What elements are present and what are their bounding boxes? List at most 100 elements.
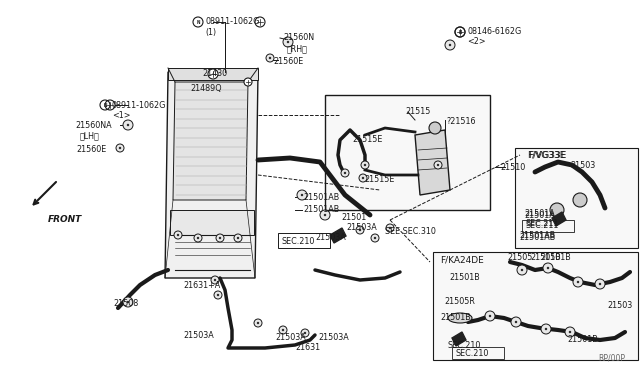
Circle shape — [211, 276, 219, 284]
Text: 21503A: 21503A — [318, 333, 349, 341]
Circle shape — [515, 321, 517, 323]
Circle shape — [485, 311, 495, 321]
Text: <2>: <2> — [467, 38, 486, 46]
Circle shape — [197, 237, 199, 239]
Polygon shape — [165, 72, 258, 278]
Polygon shape — [170, 210, 254, 235]
Text: SEC.210: SEC.210 — [282, 237, 316, 247]
Circle shape — [371, 234, 379, 242]
Circle shape — [434, 161, 442, 169]
Circle shape — [216, 234, 224, 242]
Text: 21501B: 21501B — [530, 253, 561, 263]
Circle shape — [445, 40, 455, 50]
Circle shape — [255, 17, 265, 27]
Text: 21508: 21508 — [113, 298, 138, 308]
Text: 21503A: 21503A — [275, 333, 306, 341]
Text: SEE SEC.310: SEE SEC.310 — [385, 228, 436, 237]
Text: F/VG33E: F/VG33E — [527, 151, 565, 160]
Circle shape — [283, 37, 293, 47]
Circle shape — [573, 193, 587, 207]
Text: 21503: 21503 — [570, 160, 595, 170]
Circle shape — [356, 226, 364, 234]
Circle shape — [573, 277, 583, 287]
Circle shape — [301, 194, 303, 196]
Circle shape — [437, 164, 439, 166]
Bar — [278, 233, 330, 248]
Circle shape — [374, 237, 376, 239]
Circle shape — [324, 214, 326, 216]
Text: SEC.211: SEC.211 — [526, 221, 559, 231]
Text: (1): (1) — [205, 28, 216, 36]
Circle shape — [234, 234, 242, 242]
Text: 21631+A: 21631+A — [183, 280, 220, 289]
Circle shape — [511, 317, 521, 327]
Text: SEC.211: SEC.211 — [526, 218, 559, 228]
Circle shape — [254, 319, 262, 327]
Circle shape — [304, 332, 306, 334]
Circle shape — [344, 172, 346, 174]
Circle shape — [174, 231, 182, 239]
Circle shape — [543, 263, 553, 273]
Circle shape — [569, 331, 571, 333]
Circle shape — [389, 227, 391, 229]
Circle shape — [550, 203, 564, 217]
Circle shape — [266, 54, 274, 62]
Bar — [452, 347, 504, 359]
Text: N: N — [196, 20, 200, 25]
Text: <1>: <1> — [112, 110, 131, 119]
Circle shape — [386, 224, 394, 232]
Text: 21501B: 21501B — [540, 253, 571, 263]
Circle shape — [449, 44, 451, 46]
Circle shape — [565, 327, 575, 337]
Text: 21501AB: 21501AB — [519, 231, 556, 240]
Circle shape — [237, 237, 239, 239]
Text: 21503A: 21503A — [315, 234, 346, 243]
Circle shape — [545, 328, 547, 330]
Circle shape — [123, 297, 133, 307]
Text: 21503: 21503 — [607, 301, 632, 310]
Polygon shape — [452, 332, 466, 346]
Circle shape — [116, 144, 124, 152]
Text: RP/00P: RP/00P — [598, 353, 625, 362]
Text: 21501A: 21501A — [524, 211, 555, 219]
Circle shape — [362, 177, 364, 179]
Circle shape — [287, 41, 289, 43]
Circle shape — [105, 100, 115, 110]
Circle shape — [119, 147, 121, 149]
Bar — [515, 148, 638, 248]
Polygon shape — [330, 228, 346, 243]
Text: 21489Q: 21489Q — [190, 83, 221, 93]
Text: 〈LH〉: 〈LH〉 — [80, 131, 100, 141]
Text: 21501B: 21501B — [449, 273, 480, 282]
Text: 21560E: 21560E — [76, 144, 106, 154]
Text: SEC.210: SEC.210 — [448, 340, 481, 350]
Text: 21560E: 21560E — [273, 57, 303, 65]
Circle shape — [127, 124, 129, 126]
Circle shape — [577, 281, 579, 283]
Polygon shape — [415, 130, 450, 195]
Polygon shape — [168, 68, 258, 80]
Circle shape — [217, 294, 219, 296]
Text: 21430: 21430 — [202, 68, 227, 77]
Text: SEC.210: SEC.210 — [456, 349, 490, 357]
Text: FRONT: FRONT — [48, 215, 83, 224]
Text: ?21516: ?21516 — [446, 116, 476, 125]
Text: 21515E: 21515E — [352, 135, 382, 144]
Circle shape — [257, 322, 259, 324]
Text: 21505: 21505 — [507, 253, 532, 263]
Circle shape — [359, 174, 367, 182]
Ellipse shape — [448, 313, 472, 323]
Text: F/KA24DE: F/KA24DE — [440, 256, 484, 264]
Text: 〈RH〉: 〈RH〉 — [287, 45, 308, 54]
Circle shape — [429, 122, 441, 134]
Circle shape — [517, 265, 527, 275]
Bar — [325, 95, 490, 210]
Circle shape — [297, 190, 307, 200]
Circle shape — [599, 283, 601, 285]
Text: 21631: 21631 — [295, 343, 320, 353]
Text: 21501B: 21501B — [567, 336, 598, 344]
Text: 21501AB: 21501AB — [519, 232, 556, 241]
Circle shape — [194, 234, 202, 242]
Text: 21501AB: 21501AB — [303, 205, 339, 215]
Text: 21505R: 21505R — [444, 298, 475, 307]
